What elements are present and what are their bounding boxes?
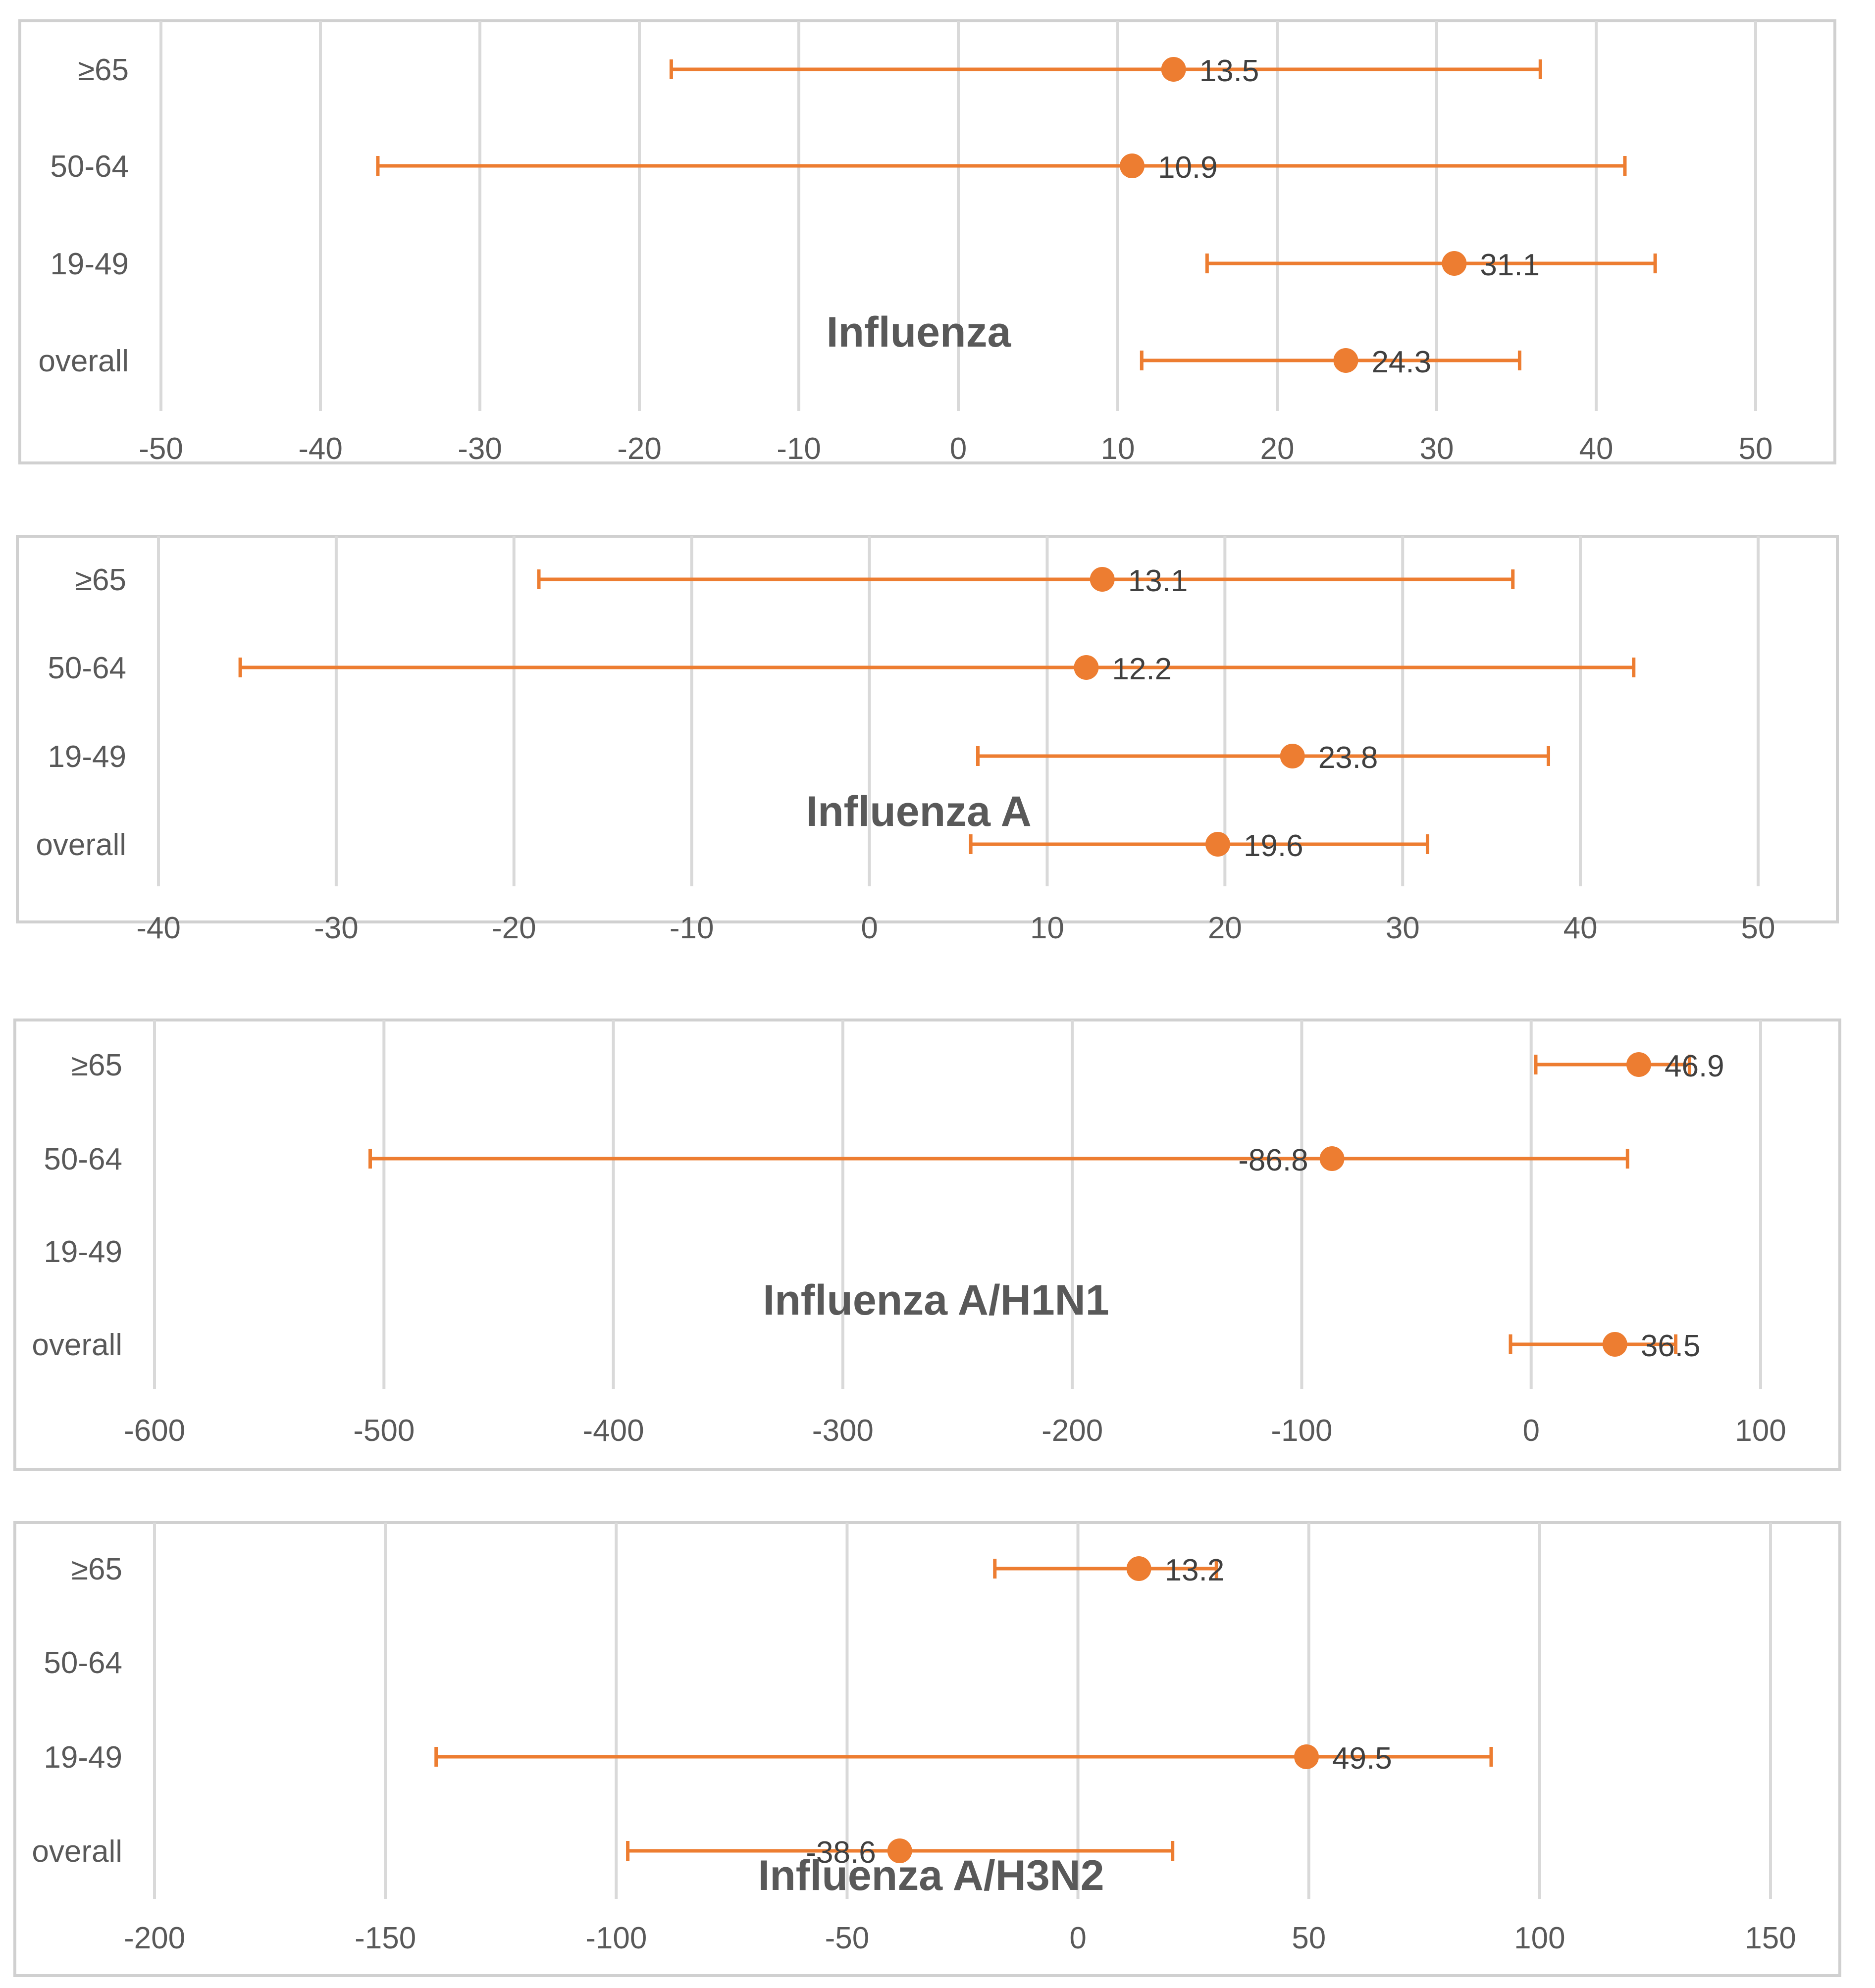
x-tick-label: 10 xyxy=(1030,911,1064,945)
chart-title: Influenza A xyxy=(806,788,1032,835)
data-label: 31.1 xyxy=(1480,248,1540,282)
category-label: ≥65 xyxy=(75,563,126,597)
estimate-point xyxy=(1442,251,1467,276)
chart-panel-2: -40 -30 -20 -10 0 10 20 30 40 50 ≥65 50-64 19-49 over… xyxy=(16,535,1839,945)
category-label: 50-64 xyxy=(48,651,126,685)
panel-frame xyxy=(16,535,1839,923)
category-label: 19-49 xyxy=(44,1235,122,1269)
x-tick-label: 30 xyxy=(1386,911,1420,945)
estimate-point xyxy=(1294,1744,1319,1769)
x-tick-label: -400 xyxy=(583,1414,644,1448)
data-label: -86.8 xyxy=(1238,1143,1308,1177)
x-tick-label: 0 xyxy=(950,432,967,466)
data-label: 36.5 xyxy=(1641,1329,1701,1363)
x-tick-label: -500 xyxy=(353,1414,415,1448)
x-tick-label: 150 xyxy=(1745,1921,1796,1955)
estimate-point xyxy=(1161,57,1186,82)
x-tick-label: -200 xyxy=(124,1921,185,1955)
x-tick-label: -50 xyxy=(139,432,183,466)
estimate-point xyxy=(1119,153,1145,178)
estimate-point xyxy=(1074,655,1099,680)
x-tick-label: 10 xyxy=(1101,432,1135,466)
data-label: 23.8 xyxy=(1318,741,1378,775)
chart-title: Influenza A/H3N2 xyxy=(758,1852,1104,1899)
x-tick-label: -20 xyxy=(617,432,662,466)
x-tick-label: -200 xyxy=(1042,1414,1103,1448)
estimate-point xyxy=(1602,1332,1627,1357)
category-label: overall xyxy=(32,1835,122,1869)
x-tick-label: -50 xyxy=(825,1921,870,1955)
data-label: 24.3 xyxy=(1371,345,1431,379)
data-label: 10.9 xyxy=(1158,151,1218,185)
x-tick-label: 50 xyxy=(1741,911,1775,945)
x-tick-label: -20 xyxy=(492,911,536,945)
x-tick-label: -100 xyxy=(585,1921,647,1955)
panel-frame xyxy=(13,1019,1841,1471)
chart-panel-3: -600 -500 -400 -300 -200 -100 0 100 ≥65 50-64 19-4… xyxy=(13,1019,1841,1471)
x-tick-label: -150 xyxy=(355,1921,416,1955)
panel-frame xyxy=(13,1521,1841,1977)
x-tick-label: 40 xyxy=(1563,911,1598,945)
estimate-point xyxy=(1333,348,1358,373)
data-label: 13.5 xyxy=(1199,54,1259,88)
chart-title: Influenza A/H1N1 xyxy=(763,1276,1109,1324)
x-tick-label: 40 xyxy=(1579,432,1614,466)
chart-title: Influenza xyxy=(827,308,1012,356)
category-label: 50-64 xyxy=(50,150,129,184)
estimate-point xyxy=(887,1838,912,1863)
x-tick-label: -30 xyxy=(314,911,359,945)
category-label: 50-64 xyxy=(44,1646,122,1680)
chart-panel-1: -50 -40 -30 -20 -10 0 10 20 30 40 50 ≥65 50-64 19-49 o… xyxy=(18,19,1836,466)
x-tick-label: 50 xyxy=(1739,432,1773,466)
x-tick-label: -40 xyxy=(298,432,343,466)
x-tick-label: -300 xyxy=(812,1414,874,1448)
data-label: -38.6 xyxy=(806,1835,876,1870)
estimate-point xyxy=(1626,1052,1651,1077)
estimate-point xyxy=(1205,832,1230,857)
category-label: overall xyxy=(38,344,129,378)
data-label: 13.2 xyxy=(1165,1553,1225,1587)
x-tick-label: 0 xyxy=(861,911,878,945)
x-tick-label: 50 xyxy=(1292,1921,1326,1955)
panel-frame xyxy=(18,19,1836,464)
category-label: ≥65 xyxy=(71,1048,122,1082)
category-label: 50-64 xyxy=(44,1142,122,1176)
x-tick-label: 0 xyxy=(1069,1921,1086,1955)
x-tick-label: 20 xyxy=(1260,432,1295,466)
x-tick-label: -10 xyxy=(777,432,821,466)
data-label: 19.6 xyxy=(1244,829,1303,863)
estimate-point xyxy=(1090,567,1115,592)
category-label: 19-49 xyxy=(44,1740,122,1775)
estimate-point xyxy=(1126,1556,1151,1581)
data-label: 49.5 xyxy=(1332,1741,1392,1776)
x-tick-label: 20 xyxy=(1208,911,1242,945)
category-label: overall xyxy=(36,828,126,862)
chart-panel-4: -200 -150 -100 -50 0 50 100 150 ≥65 50-64 19-49 ove… xyxy=(13,1521,1841,1977)
x-tick-label: 100 xyxy=(1514,1921,1565,1955)
x-tick-label: 100 xyxy=(1735,1414,1786,1448)
category-label: ≥65 xyxy=(78,53,129,87)
x-tick-label: -40 xyxy=(136,911,181,945)
x-tick-label: -600 xyxy=(124,1414,185,1448)
estimate-point xyxy=(1280,744,1305,768)
category-label: 19-49 xyxy=(48,740,126,774)
x-tick-label: 0 xyxy=(1522,1414,1539,1448)
data-label: 46.9 xyxy=(1665,1049,1724,1083)
category-label: 19-49 xyxy=(50,247,129,281)
estimate-point xyxy=(1319,1146,1345,1171)
data-label: 13.1 xyxy=(1128,564,1188,598)
x-tick-label: -100 xyxy=(1271,1414,1332,1448)
data-label: 12.2 xyxy=(1112,652,1172,686)
x-tick-label: 30 xyxy=(1420,432,1454,466)
x-tick-label: -30 xyxy=(458,432,502,466)
category-label: ≥65 xyxy=(71,1552,122,1586)
x-tick-label: -10 xyxy=(670,911,714,945)
category-label: overall xyxy=(32,1328,122,1362)
